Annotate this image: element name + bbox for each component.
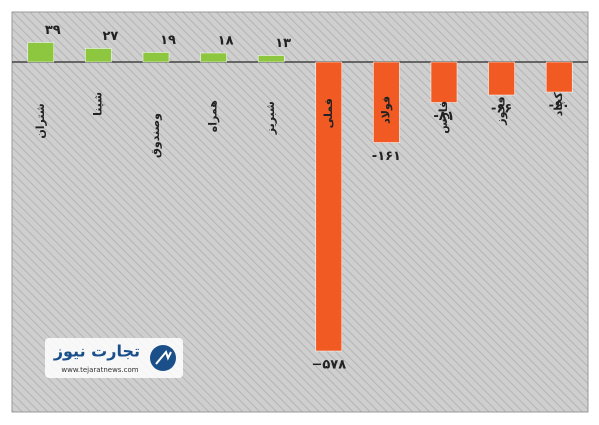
logo-arrow <box>155 349 172 365</box>
category-label: فملی <box>322 98 335 128</box>
category-label: فارس <box>437 101 450 134</box>
bar <box>200 52 227 63</box>
value-label: ۱۳ <box>275 36 291 51</box>
value-label: -۶۶ <box>491 102 512 117</box>
bar <box>257 55 285 63</box>
value-label: -۱۶۱ <box>372 149 401 164</box>
logo-icon <box>150 345 176 371</box>
category-label: وصندوق <box>149 113 162 158</box>
bar <box>373 61 400 143</box>
value-label: -۶۰ <box>549 99 570 114</box>
value-label: ۱۸ <box>218 34 234 49</box>
category-label: کچاد <box>552 92 565 117</box>
category-label: فولاد <box>379 96 392 124</box>
bar <box>545 61 573 93</box>
logo-name: تجارت نیوز <box>53 342 140 361</box>
value-label: ۲۷ <box>102 29 118 44</box>
logo-bg <box>45 338 183 378</box>
category-label: شتران <box>34 103 47 138</box>
bar <box>142 52 170 63</box>
category-label: شبریز <box>264 101 277 135</box>
value-label: ۳۹ <box>45 23 61 38</box>
bar <box>488 61 515 96</box>
bar <box>85 48 112 63</box>
category-label: فخوز <box>495 96 508 125</box>
bar <box>27 42 55 63</box>
bar <box>430 61 458 103</box>
value-label: −۵۷۸ <box>311 358 346 373</box>
category-label: همراه <box>207 100 220 132</box>
logo-url: www.tejaratnews.com <box>61 366 138 374</box>
logo: تجارت نیوز www.tejaratnews.com <box>45 338 183 378</box>
bar <box>315 61 343 352</box>
value-label: ۱۹ <box>160 33 176 48</box>
category-label: شپنا <box>91 92 104 116</box>
value-label: -۸۱ <box>433 109 454 124</box>
